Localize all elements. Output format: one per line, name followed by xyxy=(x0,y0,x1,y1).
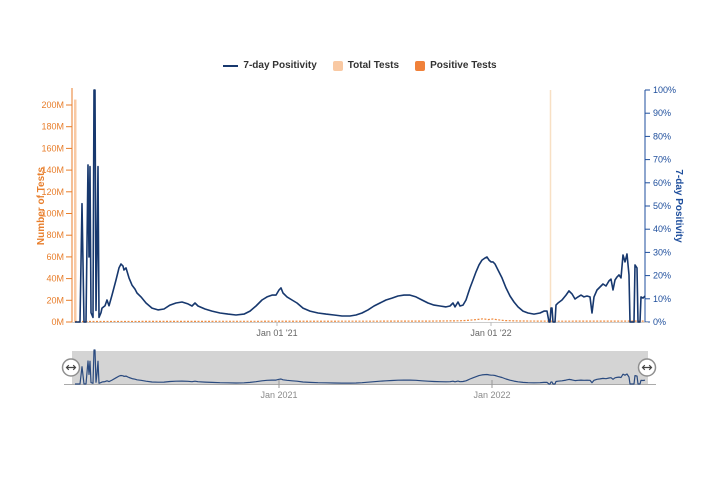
legend-label: Total Tests xyxy=(347,60,400,71)
left-axis-tick-label: 20M xyxy=(46,295,64,305)
left-axis-tick-label: 120M xyxy=(41,187,64,197)
legend-item-positivity[interactable]: 7-day Positivity xyxy=(223,60,317,71)
left-axis-tick-label: 100M xyxy=(41,209,64,219)
positive-tests-series xyxy=(74,318,645,323)
left-axis-tick-label: 140M xyxy=(41,165,64,175)
right-axis-tick-label: 100% xyxy=(653,85,676,95)
navigator[interactable]: Jan 2021 Jan 2022 xyxy=(61,349,657,400)
left-axis-tick-label: 160M xyxy=(41,143,64,153)
resize-arrow-icon xyxy=(65,364,77,371)
positivity-path xyxy=(75,89,646,323)
left-axis-tick-label: 60M xyxy=(46,252,64,262)
right-axis-tick-label: 90% xyxy=(653,108,671,118)
left-axis-tick-label: 180M xyxy=(41,122,64,132)
total-tests-swatch-icon xyxy=(332,60,343,71)
right-axis-tick-label: 20% xyxy=(653,271,671,281)
legend-item-total-tests[interactable]: Total Tests xyxy=(332,60,400,71)
total-tests-series xyxy=(74,99,77,322)
right-axis-tick-label: 50% xyxy=(653,201,671,211)
left-axis-tick-label: 80M xyxy=(46,230,64,240)
right-axis-tick-label: 10% xyxy=(653,294,671,304)
left-axis-tick-label: 0M xyxy=(51,317,64,327)
x-axis-tick-label: Jan 01 '21 xyxy=(256,328,297,338)
positivity-line-series xyxy=(75,89,646,323)
positive-tests-path xyxy=(74,318,645,323)
navigator-axis-tick-label: Jan 2022 xyxy=(473,390,510,400)
right-axis-tick-label: 30% xyxy=(653,247,671,257)
axes: 0M 20M 40M 60M 80M 100M 120M 140M 160M 180M 200M 0%… xyxy=(41,85,676,338)
legend: 7-day Positivity Total Tests Positive Te… xyxy=(0,60,720,71)
x-axis-tick-label: Jan 01 '22 xyxy=(470,328,511,338)
navigator-left-handle[interactable] xyxy=(61,358,81,377)
legend-label: 7-day Positivity xyxy=(243,60,317,71)
navigator-mini-path xyxy=(75,349,646,385)
left-axis-tick-label: 40M xyxy=(46,274,64,284)
legend-item-positive-tests[interactable]: Positive Tests xyxy=(415,60,497,71)
left-axis-tick-label: 200M xyxy=(41,100,64,110)
left-axis-title: Number of Tests xyxy=(36,166,47,245)
right-axis-tick-label: 60% xyxy=(653,178,671,188)
right-axis-tick-label: 0% xyxy=(653,317,666,327)
navigator-right-handle[interactable] xyxy=(637,358,657,377)
navigator-selection-band[interactable] xyxy=(72,351,648,385)
positive-tests-swatch-icon xyxy=(415,60,426,71)
positivity-line-swatch-icon xyxy=(223,64,239,67)
navigator-axis-ticks: Jan 2021 Jan 2022 xyxy=(260,380,511,400)
resize-arrow-icon xyxy=(641,364,653,371)
navigator-axis-tick-label: Jan 2021 xyxy=(260,390,297,400)
right-axis-tick-label: 70% xyxy=(653,155,671,165)
total-tests-bar xyxy=(74,99,77,322)
right-axis-tick-label: 80% xyxy=(653,131,671,141)
navigator-series xyxy=(75,349,646,385)
right-axis-title: 7-day Positivity xyxy=(673,169,684,243)
legend-label: Positive Tests xyxy=(430,60,497,71)
right-axis-tick-label: 40% xyxy=(653,224,671,234)
